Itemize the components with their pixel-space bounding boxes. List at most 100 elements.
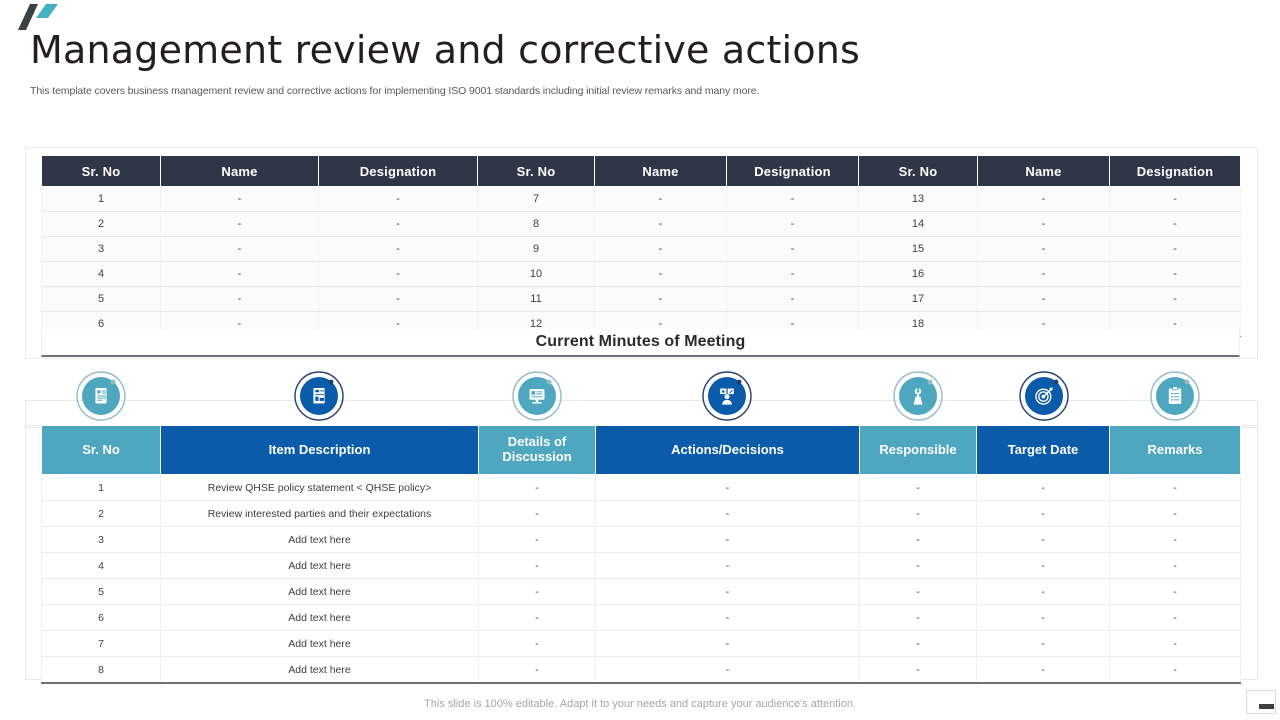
minutes-cell-r1-c6[interactable]: - (1109, 500, 1241, 527)
attendance-cell-r4-c5[interactable]: - (726, 286, 859, 312)
attendance-cell-r4-c7[interactable]: - (977, 286, 1110, 312)
minutes-cell-r3-c3[interactable]: - (595, 552, 860, 579)
attendance-cell-r3-c0[interactable]: 4 (41, 261, 161, 287)
minutes-cell-r4-c0[interactable]: 5 (41, 578, 161, 605)
attendance-cell-r3-c1[interactable]: - (160, 261, 319, 287)
attendance-cell-r2-c8[interactable]: - (1109, 236, 1241, 262)
minutes-cell-r0-c5[interactable]: - (976, 474, 1110, 501)
slide-thumbnail[interactable] (1246, 690, 1276, 714)
attendance-cell-r1-c5[interactable]: - (726, 211, 859, 237)
attendance-cell-r4-c6[interactable]: 17 (858, 286, 978, 312)
minutes-cell-r6-c4[interactable]: - (859, 630, 977, 657)
attendance-cell-r1-c1[interactable]: - (160, 211, 319, 237)
minutes-cell-r1-c1[interactable]: Review interested parties and their expe… (160, 500, 479, 527)
attendance-cell-r4-c3[interactable]: 11 (477, 286, 595, 312)
minutes-cell-r3-c6[interactable]: - (1109, 552, 1241, 579)
attendance-cell-r3-c2[interactable]: - (318, 261, 478, 287)
attendance-cell-r1-c7[interactable]: - (977, 211, 1110, 237)
minutes-cell-r6-c5[interactable]: - (976, 630, 1110, 657)
attendance-cell-r0-c5[interactable]: - (726, 186, 859, 212)
minutes-cell-r4-c3[interactable]: - (595, 578, 860, 605)
minutes-cell-r4-c2[interactable]: - (478, 578, 596, 605)
minutes-cell-r4-c5[interactable]: - (976, 578, 1110, 605)
attendance-cell-r4-c0[interactable]: 5 (41, 286, 161, 312)
attendance-cell-r1-c2[interactable]: - (318, 211, 478, 237)
attendance-cell-r0-c3[interactable]: 7 (477, 186, 595, 212)
minutes-cell-r7-c1[interactable]: Add text here (160, 656, 479, 684)
attendance-cell-r0-c1[interactable]: - (160, 186, 319, 212)
attendance-cell-r3-c5[interactable]: - (726, 261, 859, 287)
minutes-cell-r2-c4[interactable]: - (859, 526, 977, 553)
minutes-cell-r3-c2[interactable]: - (478, 552, 596, 579)
minutes-cell-r3-c4[interactable]: - (859, 552, 977, 579)
minutes-cell-r5-c2[interactable]: - (478, 604, 596, 631)
minutes-cell-r3-c0[interactable]: 4 (41, 552, 161, 579)
minutes-cell-r2-c3[interactable]: - (595, 526, 860, 553)
attendance-cell-r1-c6[interactable]: 14 (858, 211, 978, 237)
attendance-cell-r2-c3[interactable]: 9 (477, 236, 595, 262)
attendance-cell-r1-c4[interactable]: - (594, 211, 727, 237)
minutes-cell-r1-c4[interactable]: - (859, 500, 977, 527)
attendance-cell-r0-c7[interactable]: - (977, 186, 1110, 212)
attendance-cell-r2-c0[interactable]: 3 (41, 236, 161, 262)
minutes-cell-r5-c0[interactable]: 6 (41, 604, 161, 631)
attendance-cell-r0-c8[interactable]: - (1109, 186, 1241, 212)
attendance-cell-r3-c3[interactable]: 10 (477, 261, 595, 287)
minutes-cell-r7-c5[interactable]: - (976, 656, 1110, 684)
attendance-cell-r1-c3[interactable]: 8 (477, 211, 595, 237)
minutes-cell-r6-c2[interactable]: - (478, 630, 596, 657)
attendance-cell-r2-c2[interactable]: - (318, 236, 478, 262)
minutes-cell-r2-c0[interactable]: 3 (41, 526, 161, 553)
attendance-cell-r2-c5[interactable]: - (726, 236, 859, 262)
minutes-cell-r1-c0[interactable]: 2 (41, 500, 161, 527)
minutes-cell-r1-c5[interactable]: - (976, 500, 1110, 527)
attendance-cell-r4-c8[interactable]: - (1109, 286, 1241, 312)
minutes-cell-r3-c1[interactable]: Add text here (160, 552, 479, 579)
minutes-cell-r2-c5[interactable]: - (976, 526, 1110, 553)
minutes-cell-r6-c6[interactable]: - (1109, 630, 1241, 657)
attendance-cell-r2-c6[interactable]: 15 (858, 236, 978, 262)
minutes-cell-r2-c2[interactable]: - (478, 526, 596, 553)
attendance-cell-r3-c8[interactable]: - (1109, 261, 1241, 287)
attendance-cell-r3-c4[interactable]: - (594, 261, 727, 287)
minutes-cell-r5-c6[interactable]: - (1109, 604, 1241, 631)
minutes-cell-r3-c5[interactable]: - (976, 552, 1110, 579)
attendance-cell-r1-c0[interactable]: 2 (41, 211, 161, 237)
minutes-cell-r0-c0[interactable]: 1 (41, 474, 161, 501)
attendance-cell-r2-c1[interactable]: - (160, 236, 319, 262)
attendance-cell-r0-c0[interactable]: 1 (41, 186, 161, 212)
minutes-cell-r5-c5[interactable]: - (976, 604, 1110, 631)
minutes-cell-r1-c2[interactable]: - (478, 500, 596, 527)
minutes-cell-r0-c2[interactable]: - (478, 474, 596, 501)
minutes-cell-r4-c1[interactable]: Add text here (160, 578, 479, 605)
attendance-cell-r2-c7[interactable]: - (977, 236, 1110, 262)
minutes-cell-r6-c1[interactable]: Add text here (160, 630, 479, 657)
minutes-cell-r2-c1[interactable]: Add text here (160, 526, 479, 553)
minutes-cell-r7-c3[interactable]: - (595, 656, 860, 684)
attendance-cell-r3-c7[interactable]: - (977, 261, 1110, 287)
minutes-cell-r0-c6[interactable]: - (1109, 474, 1241, 501)
attendance-cell-r0-c4[interactable]: - (594, 186, 727, 212)
minutes-cell-r7-c2[interactable]: - (478, 656, 596, 684)
minutes-cell-r2-c6[interactable]: - (1109, 526, 1241, 553)
minutes-cell-r0-c3[interactable]: - (595, 474, 860, 501)
minutes-cell-r7-c6[interactable]: - (1109, 656, 1241, 684)
minutes-cell-r7-c4[interactable]: - (859, 656, 977, 684)
minutes-cell-r0-c1[interactable]: Review QHSE policy statement < QHSE poli… (160, 474, 479, 501)
minutes-cell-r7-c0[interactable]: 8 (41, 656, 161, 684)
attendance-cell-r1-c8[interactable]: - (1109, 211, 1241, 237)
minutes-cell-r0-c4[interactable]: - (859, 474, 977, 501)
attendance-cell-r3-c6[interactable]: 16 (858, 261, 978, 287)
minutes-cell-r1-c3[interactable]: - (595, 500, 860, 527)
minutes-cell-r6-c0[interactable]: 7 (41, 630, 161, 657)
attendance-cell-r4-c4[interactable]: - (594, 286, 727, 312)
minutes-cell-r5-c1[interactable]: Add text here (160, 604, 479, 631)
attendance-cell-r4-c2[interactable]: - (318, 286, 478, 312)
minutes-cell-r5-c3[interactable]: - (595, 604, 860, 631)
attendance-cell-r0-c6[interactable]: 13 (858, 186, 978, 212)
attendance-cell-r0-c2[interactable]: - (318, 186, 478, 212)
attendance-cell-r4-c1[interactable]: - (160, 286, 319, 312)
attendance-cell-r2-c4[interactable]: - (594, 236, 727, 262)
minutes-cell-r6-c3[interactable]: - (595, 630, 860, 657)
minutes-cell-r4-c4[interactable]: - (859, 578, 977, 605)
